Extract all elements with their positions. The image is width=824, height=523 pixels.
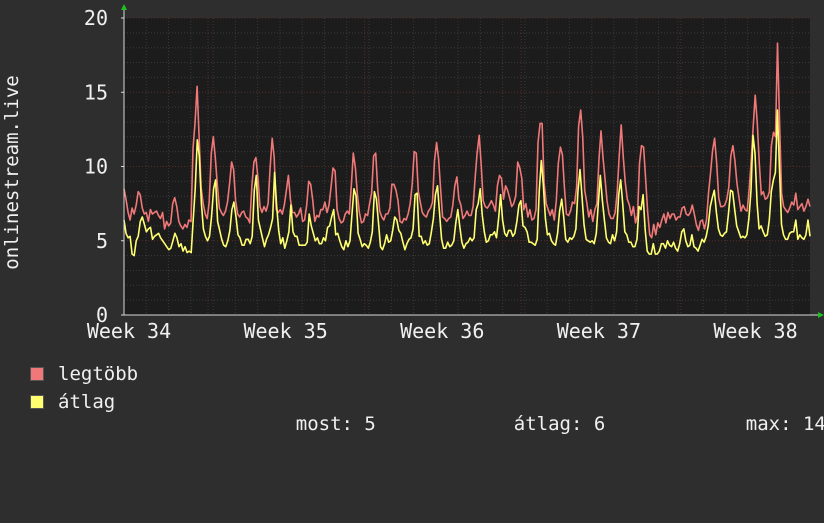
major-grid [124,17,810,315]
average-stat-value: 6 [593,413,606,435]
maximum-stat-value: 14 [802,413,824,435]
x-tick-label: Week 38 [713,319,797,343]
x-tick-label: Week 35 [243,319,327,343]
current-stat: most: 5 [250,391,376,457]
series-line-avg [123,109,811,257]
current-stat-label: most: [295,413,353,435]
y-tick-label: 0 [96,303,108,327]
axes [121,4,824,318]
y-tick-label: 5 [96,229,108,253]
maximum-stat-label: max: [745,413,792,435]
maximum-stat: max: 14 [700,391,824,457]
avg-series-label: átlag [58,391,116,413]
tick-labels: 0 5 10 15 20 Week 34 Week 35 Week 36 Week 37 Week… [84,6,798,343]
current-stat-value: 5 [364,413,376,435]
max-series-swatch [30,367,44,381]
minor-grid [124,18,810,315]
x-tick-label: Week 37 [557,319,641,343]
average-stat-label: átlag: [513,413,583,435]
legend-item-avg: átlag most: 5 átlag: 6 max: 14 [30,391,824,435]
x-axis-arrow [818,312,824,318]
series-line-max [123,42,811,239]
avg-series-swatch [30,395,44,409]
legend-item-max: legtöbb [30,363,138,385]
average-stat: átlag: 6 [468,391,606,457]
y-tick-label: 10 [84,155,108,179]
x-tick-label: Week 36 [400,319,484,343]
y-tick-label: 20 [84,6,108,30]
series-layer [123,42,811,257]
y-tick-label: 15 [84,80,108,104]
x-tick-label: Week 34 [87,319,171,343]
y-axis-label: onlinestream.live [1,75,23,269]
y-axis-arrow [121,4,127,10]
line-chart: 0 5 10 15 20 Week 34 Week 35 Week 36 Week 37 Week… [1,4,824,343]
max-series-label: legtöbb [58,363,139,385]
